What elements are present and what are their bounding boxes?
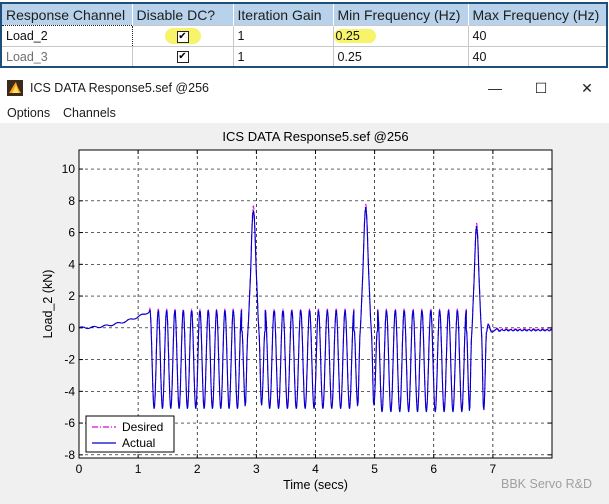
x-tick-label: 2	[194, 462, 201, 476]
disable-dc-checkbox[interactable]: ✔	[176, 30, 189, 43]
cell-channel[interactable]: Load_3	[1, 46, 133, 67]
channel-table-panel: Response Channel Disable DC? Iteration G…	[0, 0, 609, 68]
axes-frame	[78, 149, 553, 459]
y-tick-label: -8	[64, 448, 75, 462]
y-tick-label: -6	[64, 416, 75, 430]
table-header-row: Response Channel Disable DC? Iteration G…	[1, 3, 608, 26]
close-button[interactable]: ✕	[581, 80, 593, 96]
x-tick-label: 1	[135, 462, 142, 476]
watermark-text: BBK Servo R&D	[501, 477, 593, 491]
menu-bar: Options Channels	[0, 103, 609, 123]
y-tick-label: 4	[68, 257, 75, 271]
response-chart[interactable]: 0 1 2 3 4 5 6 7 -8 -6 -4 -2 0 2 4 6 8 10 ICS DATA Response…	[0, 123, 609, 504]
x-tick-label: 6	[430, 462, 437, 476]
legend-label-desired: Desired	[122, 420, 163, 434]
x-tick-label: 0	[76, 462, 83, 476]
y-tick-label: 8	[68, 194, 75, 208]
highlight-marker: ✔	[164, 28, 201, 44]
plot-window: ICS DATA Response5.sef @256 — ☐ ✕ Option…	[0, 73, 609, 504]
axes-background	[79, 150, 552, 458]
y-tick-label: 2	[68, 289, 75, 303]
legend-box	[85, 415, 175, 453]
x-tick-label: 7	[490, 462, 497, 476]
col-header-disable-dc[interactable]: Disable DC?	[132, 3, 234, 26]
cell-disable-dc[interactable]: ✔	[132, 46, 234, 67]
menu-channels[interactable]: Channels	[63, 106, 116, 120]
y-tick-label: -2	[64, 353, 75, 367]
table-row[interactable]: Load_3 ✔ 1 0.25 40	[1, 46, 608, 67]
plot-area: 0 1 2 3 4 5 6 7 -8 -6 -4 -2 0 2 4 6 8 10 ICS DATA Response…	[0, 123, 609, 504]
y-axis-label: Load_2 (kN)	[41, 270, 55, 339]
window-title: ICS DATA Response5.sef @256	[30, 81, 209, 95]
cell-max-frequency[interactable]: 40	[468, 25, 608, 47]
cell-min-frequency[interactable]: 0.25	[333, 46, 469, 67]
minimize-button[interactable]: —	[488, 80, 502, 96]
cell-min-frequency[interactable]: 0.25	[333, 25, 469, 47]
cell-iteration-gain[interactable]: 1	[233, 25, 334, 47]
x-axis-label: Time (secs)	[283, 478, 348, 492]
col-header-min-frequency[interactable]: Min Frequency (Hz)	[333, 3, 469, 26]
table-row[interactable]: Load_2 ✔ 1 0.25 40	[0, 25, 608, 47]
disable-dc-checkbox[interactable]: ✔	[176, 51, 189, 64]
app-icon	[7, 80, 23, 96]
min-frequency-value: 0.25	[333, 29, 376, 43]
legend-label-actual: Actual	[122, 436, 155, 450]
col-header-max-frequency[interactable]: Max Frequency (Hz)	[468, 3, 608, 26]
col-header-response-channel[interactable]: Response Channel	[1, 3, 133, 26]
cell-channel[interactable]: Load_2	[0, 25, 133, 47]
x-tick-label: 5	[371, 462, 378, 476]
cell-disable-dc[interactable]: ✔	[132, 25, 234, 47]
channel-table: Response Channel Disable DC? Iteration G…	[0, 2, 608, 68]
menu-options[interactable]: Options	[7, 106, 51, 120]
series-line-actual	[78, 207, 553, 413]
x-tick-label: 4	[312, 462, 319, 476]
y-tick-label: 6	[68, 226, 75, 240]
maximize-button[interactable]: ☐	[534, 80, 548, 96]
y-tick-label: 0	[68, 321, 75, 335]
window-titlebar[interactable]: ICS DATA Response5.sef @256 — ☐ ✕	[0, 73, 609, 103]
col-header-iteration-gain[interactable]: Iteration Gain	[233, 3, 334, 26]
y-tick-label: 10	[62, 162, 76, 176]
cell-max-frequency[interactable]: 40	[468, 46, 608, 67]
x-tick-label: 3	[253, 462, 260, 476]
y-tick-label: -4	[64, 384, 75, 398]
chart-title: ICS DATA Response5.sef @256	[222, 129, 408, 144]
cell-iteration-gain[interactable]: 1	[233, 46, 334, 67]
